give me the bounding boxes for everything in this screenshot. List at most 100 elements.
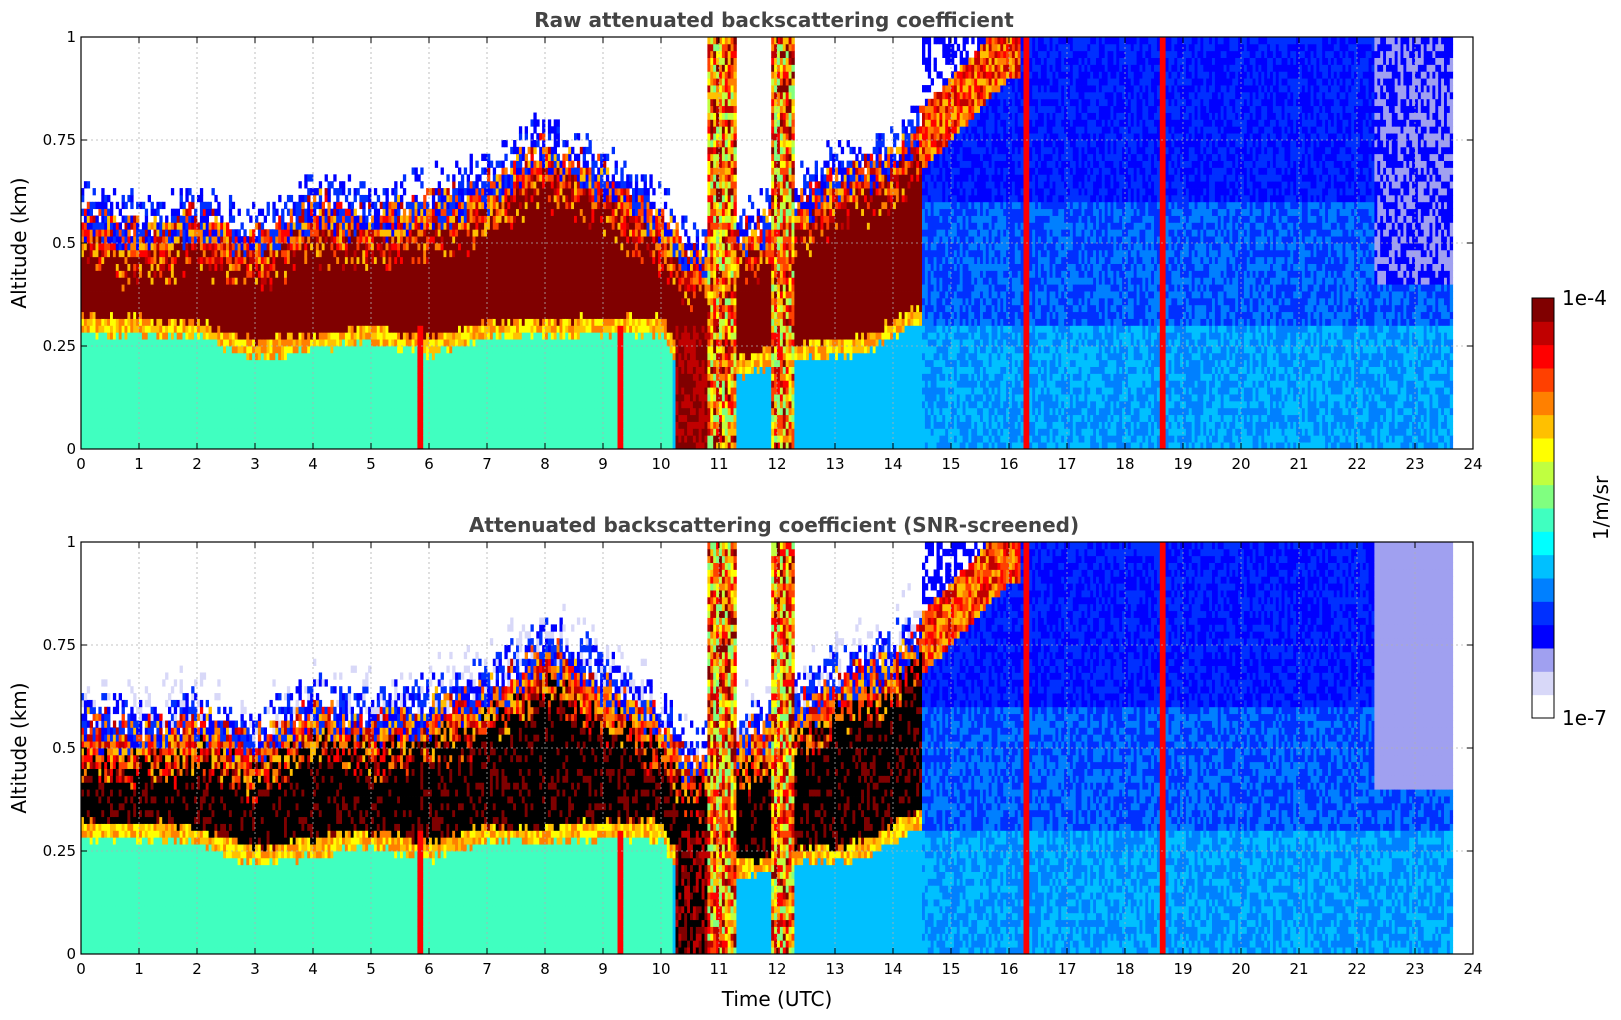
heatmap-cell [110, 415, 113, 422]
heatmap-cell [90, 408, 93, 415]
heatmap-cell [145, 442, 148, 449]
heatmap-cell [116, 332, 119, 339]
heatmap-cell [87, 284, 90, 291]
heatmap-cell [125, 277, 128, 284]
heatmap-cell [142, 284, 145, 291]
heatmap-cell [98, 360, 101, 367]
heatmap-cell [104, 250, 107, 257]
heatmap-cell [130, 332, 133, 339]
heatmap-cell [113, 188, 116, 195]
heatmap-cell [93, 428, 96, 435]
heatmap-cell [139, 401, 142, 408]
heatmap-cell [122, 428, 125, 435]
heatmap-cell [113, 250, 116, 257]
heatmap-cell [142, 367, 145, 374]
heatmap-cell [113, 394, 116, 401]
heatmap-cell [93, 319, 96, 326]
heatmap-cell [84, 442, 87, 449]
heatmap-cell [142, 346, 145, 353]
heatmap-cell [101, 387, 104, 394]
heatmap-cell [84, 209, 87, 216]
heatmap-cell [101, 312, 104, 319]
heatmap-cell [84, 367, 87, 374]
heatmap-cell [139, 264, 142, 271]
heatmap-cell [90, 373, 93, 380]
heatmap-cell [127, 236, 130, 243]
heatmap-cell [107, 222, 110, 229]
heatmap-cell [116, 298, 119, 305]
heatmap-cell [133, 387, 136, 394]
heatmap-cell [101, 415, 104, 422]
heatmap-cell [110, 216, 113, 223]
heatmap-cell [133, 332, 136, 339]
heatmap-cell [125, 408, 128, 415]
heatmap-cell [96, 415, 99, 422]
heatmap-cell [90, 277, 93, 284]
heatmap-cell [125, 298, 128, 305]
heatmap-cell [125, 236, 128, 243]
heatmap-cell [96, 325, 99, 332]
heatmap-cell [96, 257, 99, 264]
heatmap-cell [127, 270, 130, 277]
heatmap-cell [96, 277, 99, 284]
heatmap-cell [96, 284, 99, 291]
heatmap-cell [116, 277, 119, 284]
heatmap-cell [87, 367, 90, 374]
panel-title: Raw attenuated backscattering coefficien… [534, 8, 1014, 32]
heatmap-cell [101, 277, 104, 284]
heatmap-cell [125, 415, 128, 422]
heatmap-cell [104, 346, 107, 353]
heatmap-cell [122, 298, 125, 305]
heatmap-cell [104, 236, 107, 243]
heatmap-cell [127, 442, 130, 449]
heatmap-cell [133, 401, 136, 408]
heatmap-cell [113, 380, 116, 387]
heatmap-cell [107, 305, 110, 312]
heatmap-cell [104, 387, 107, 394]
heatmap-cell [110, 408, 113, 415]
heatmap-cell [98, 257, 101, 264]
heatmap-cell [87, 339, 90, 346]
heatmap-cell [116, 236, 119, 243]
heatmap-cell [107, 408, 110, 415]
heatmap-cell [90, 332, 93, 339]
heatmap-cell [90, 387, 93, 394]
heatmap-cell [87, 291, 90, 298]
heatmap-cell [122, 243, 125, 250]
heatmap-cell [98, 277, 101, 284]
heatmap-cell [133, 339, 136, 346]
figure: Raw attenuated backscattering coefficien… [0, 0, 1621, 1020]
heatmap-cell [107, 216, 110, 223]
heatmap-cell [90, 367, 93, 374]
heatmap-cell [101, 250, 104, 257]
heatmap-cell [93, 373, 96, 380]
heatmap-cell [101, 380, 104, 387]
heatmap-cell [101, 325, 104, 332]
heatmap-cell [84, 380, 87, 387]
heatmap-cell [142, 422, 145, 429]
heatmap-cell [122, 284, 125, 291]
heatmap-cell [101, 291, 104, 298]
heatmap-cell [116, 305, 119, 312]
heatmap-cell [119, 442, 122, 449]
heatmap-cell [133, 277, 136, 284]
heatmap-cell [87, 270, 90, 277]
heatmap-cell [110, 422, 113, 429]
heatmap-cell [96, 373, 99, 380]
heatmap-cell [104, 216, 107, 223]
heatmap-cell [98, 332, 101, 339]
heatmap-cell [87, 332, 90, 339]
heatmap-cell [127, 277, 130, 284]
heatmap-cell [113, 332, 116, 339]
heatmap-cell [90, 428, 93, 435]
heatmap-cell [119, 319, 122, 326]
heatmap-cell [113, 305, 116, 312]
heatmap-cell [113, 312, 116, 319]
heatmap-cell [125, 394, 128, 401]
heatmap-cell [90, 339, 93, 346]
heatmap-cell [93, 291, 96, 298]
heatmap-cell [107, 422, 110, 429]
heatmap-cell [119, 339, 122, 346]
heatmap-cell [101, 422, 104, 429]
heatmap-cell [116, 264, 119, 271]
